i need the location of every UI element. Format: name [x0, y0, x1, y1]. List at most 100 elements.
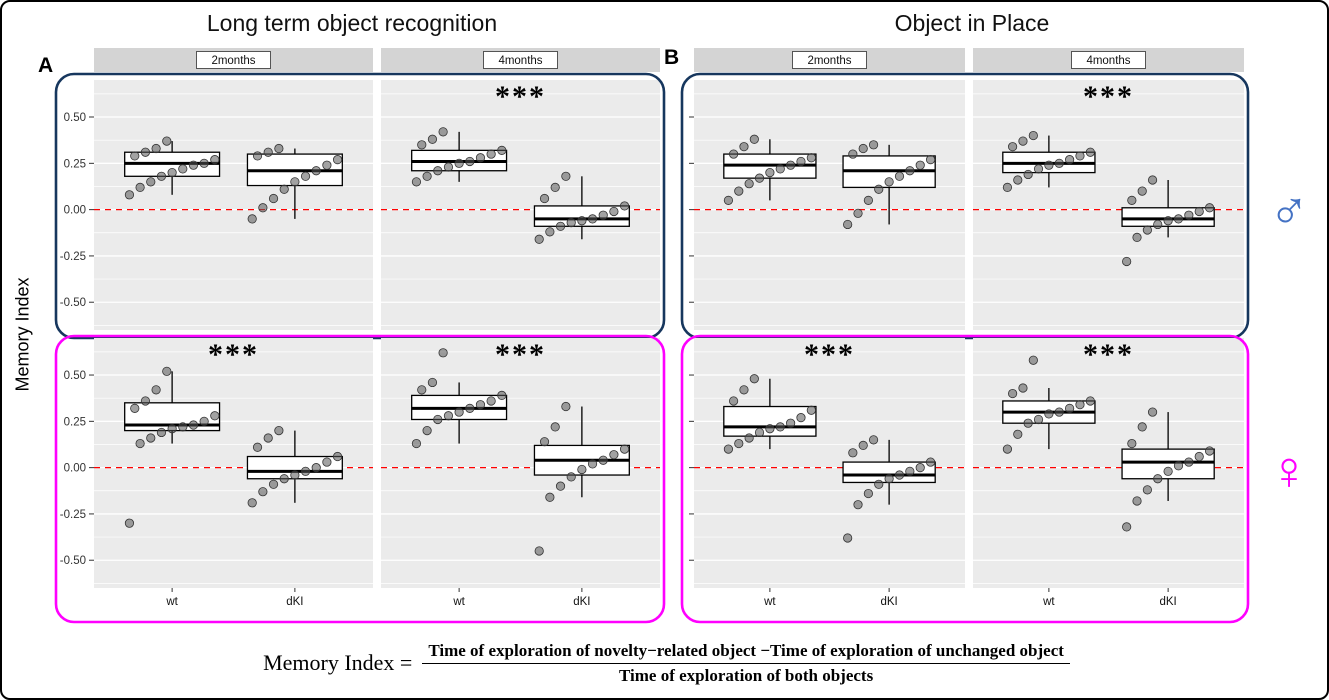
- data-point: [894, 470, 905, 480]
- data-point: [1044, 160, 1054, 170]
- boxplot-box: [533, 205, 630, 227]
- x-tick-label: wt: [1042, 596, 1055, 608]
- data-point: [130, 403, 140, 413]
- data-point: [427, 134, 438, 144]
- data-point: [843, 219, 853, 230]
- x-tick-label: dKI: [286, 596, 303, 608]
- data-point: [739, 142, 749, 152]
- y-tick-label: 0.50: [64, 370, 86, 382]
- data-point: [1044, 409, 1054, 419]
- facet-strip-label-box: [1071, 51, 1146, 69]
- data-point: [749, 374, 759, 384]
- data-point: [1028, 355, 1038, 365]
- data-point: [609, 450, 619, 460]
- data-point: [539, 193, 550, 204]
- plot-background: [694, 80, 965, 330]
- data-point: [199, 158, 209, 168]
- significance-stars: ***: [495, 80, 546, 113]
- data-point: [1142, 485, 1152, 495]
- data-point: [1007, 142, 1018, 152]
- x-tick-label: wt: [165, 596, 178, 608]
- data-point: [1184, 457, 1194, 467]
- y-tick-label: 0.00: [64, 463, 86, 475]
- data-point: [268, 479, 279, 489]
- data-point: [723, 444, 734, 454]
- data-point: [332, 451, 343, 462]
- data-point: [1142, 225, 1152, 235]
- data-point: [1173, 214, 1184, 224]
- data-point: [796, 413, 806, 423]
- data-point: [619, 201, 630, 211]
- data-point: [734, 186, 744, 196]
- data-point: [146, 433, 156, 443]
- data-point: [1122, 522, 1132, 532]
- data-point: [884, 177, 894, 187]
- data-point: [1085, 396, 1095, 406]
- data-point: [1054, 407, 1064, 417]
- data-point: [433, 414, 443, 425]
- data-point: [1023, 418, 1033, 428]
- data-point: [454, 407, 464, 417]
- data-point: [210, 155, 220, 165]
- data-point: [598, 455, 608, 465]
- data-point: [300, 466, 311, 476]
- data-point: [1137, 186, 1147, 196]
- data-point: [619, 444, 630, 454]
- data-point: [534, 546, 544, 556]
- data-point: [151, 385, 161, 395]
- facet-strip-label: 4months: [1086, 55, 1130, 67]
- data-point: [1018, 136, 1028, 146]
- data-point: [162, 366, 172, 376]
- memory-index-formula: Memory Index = Time of exploration of no…: [2, 630, 1327, 696]
- data-point: [1132, 232, 1142, 243]
- plot-background: [94, 80, 373, 330]
- y-tick-label: 0.50: [64, 112, 86, 124]
- data-point: [848, 448, 858, 458]
- data-point: [843, 533, 853, 543]
- data-point: [427, 377, 438, 388]
- data-point: [598, 210, 608, 220]
- data-point: [1033, 164, 1044, 174]
- data-point: [545, 227, 555, 237]
- x-tick-label: wt: [452, 596, 465, 608]
- x-tick-label: dKI: [880, 596, 897, 608]
- data-point: [739, 385, 749, 395]
- data-point: [151, 143, 161, 154]
- data-point: [1028, 130, 1038, 141]
- data-point: [274, 143, 284, 154]
- data-point: [1075, 151, 1085, 161]
- data-point: [1085, 147, 1095, 157]
- data-point: [274, 425, 284, 436]
- data-point: [775, 422, 785, 432]
- data-point: [1122, 256, 1132, 267]
- data-point: [786, 160, 796, 170]
- formula-lhs: Memory Index =: [263, 650, 413, 675]
- male-symbol-icon: ♂: [1268, 179, 1310, 239]
- data-point: [140, 147, 151, 157]
- formula-fraction: Time of exploration of novelty−related o…: [422, 641, 1070, 686]
- data-point: [178, 422, 188, 432]
- plot-background: [973, 80, 1244, 330]
- data-point: [417, 140, 427, 150]
- data-point: [609, 206, 619, 217]
- data-point: [322, 457, 332, 467]
- data-point: [848, 149, 858, 159]
- data-point: [858, 143, 868, 154]
- formula-denominator: Time of exploration of both objects: [619, 665, 874, 685]
- data-point: [853, 208, 863, 218]
- data-point: [124, 518, 135, 528]
- panel-b-title: Object in Place: [894, 10, 1050, 36]
- data-point: [497, 145, 507, 155]
- data-point: [486, 396, 496, 406]
- data-point: [247, 498, 257, 508]
- data-point: [765, 167, 775, 178]
- significance-stars: ***: [495, 338, 546, 371]
- y-tick-label: 0.25: [64, 416, 86, 428]
- data-point: [728, 396, 739, 406]
- significance-stars: ***: [208, 338, 259, 371]
- y-tick-label: -0.25: [60, 251, 86, 263]
- facet-strip-label: 4months: [498, 55, 542, 67]
- data-point: [587, 214, 598, 224]
- data-point: [1147, 175, 1158, 185]
- data-point: [539, 437, 550, 447]
